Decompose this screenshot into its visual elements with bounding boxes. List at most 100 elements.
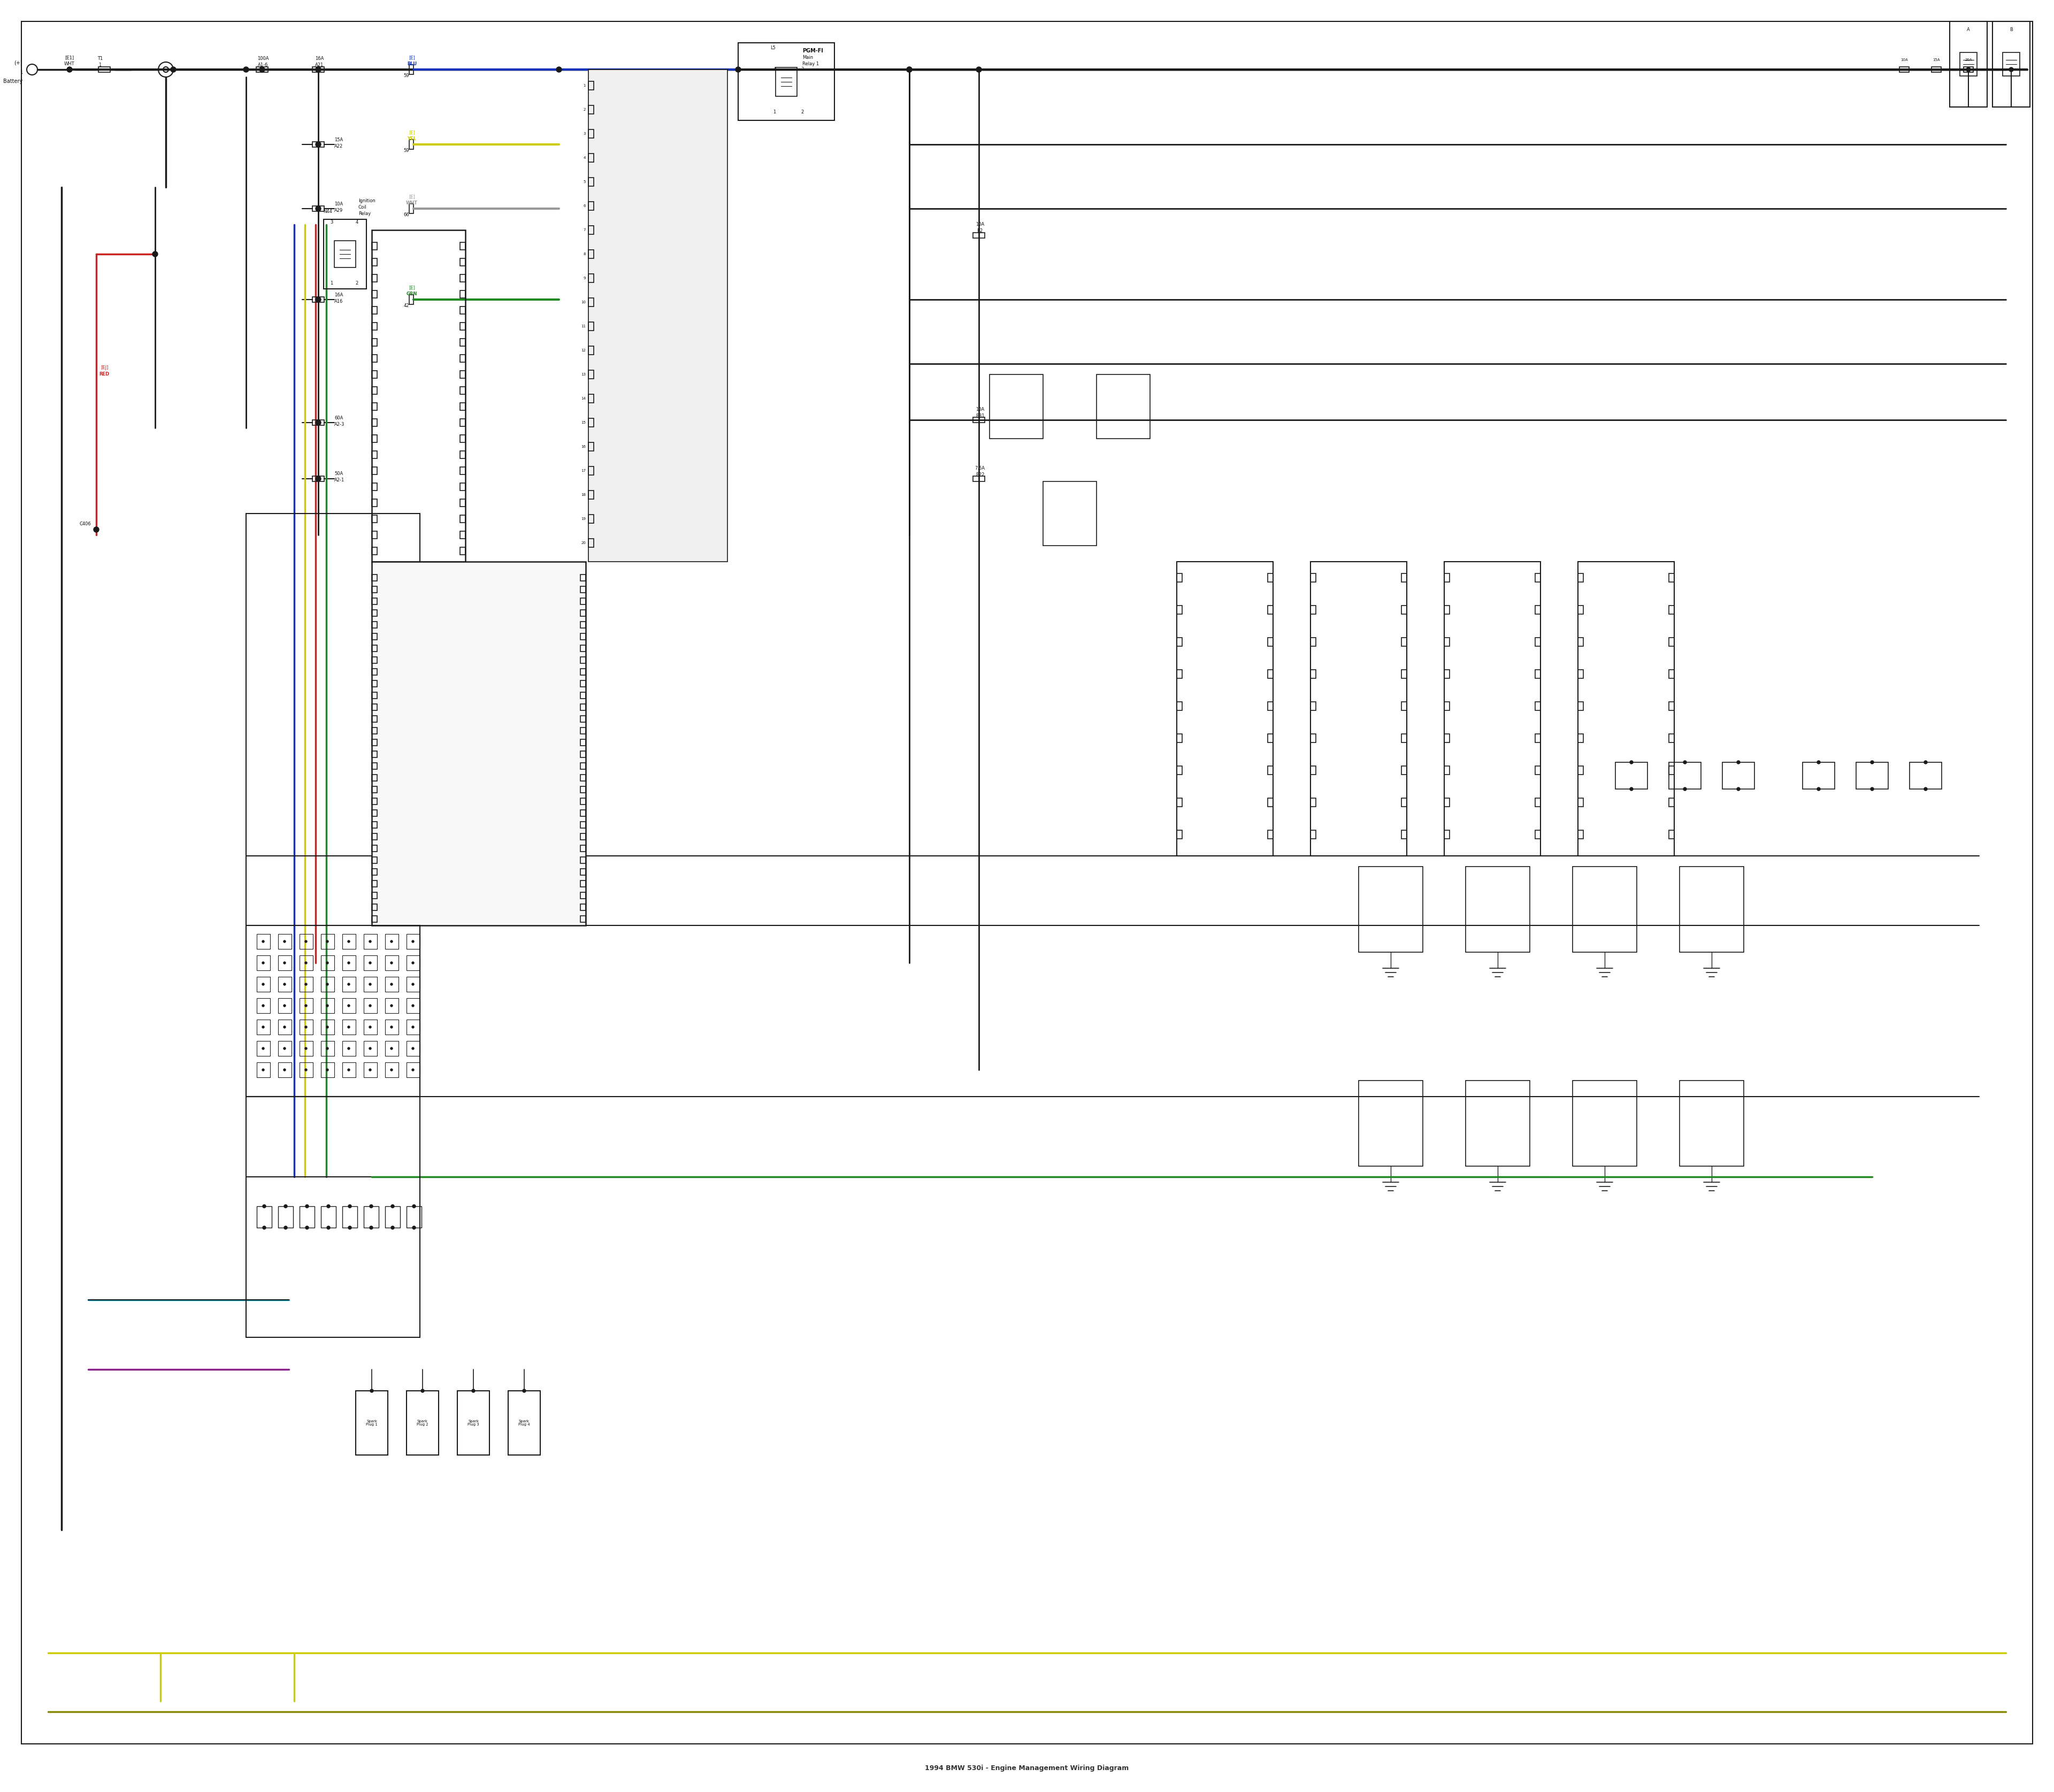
Bar: [372, 468, 378, 475]
Bar: [1992, 22, 2029, 108]
Circle shape: [327, 1005, 329, 1007]
Bar: [587, 202, 594, 210]
Bar: [1444, 797, 1450, 806]
Bar: [372, 575, 378, 581]
Bar: [581, 916, 585, 923]
Bar: [1467, 1081, 1530, 1167]
Bar: [372, 903, 378, 910]
Bar: [1097, 375, 1150, 439]
Text: Spark
Plug 2: Spark Plug 2: [417, 1419, 429, 1426]
Text: 1: 1: [21, 70, 23, 75]
Circle shape: [390, 984, 392, 986]
Text: C406: C406: [80, 521, 90, 527]
Bar: [372, 823, 378, 828]
Bar: [1857, 762, 1888, 788]
Bar: [409, 204, 413, 213]
Bar: [1668, 638, 1674, 647]
Text: Battery: Battery: [2, 79, 23, 84]
Text: A: A: [1968, 27, 1970, 32]
Bar: [372, 290, 378, 297]
Circle shape: [370, 941, 372, 943]
Circle shape: [316, 66, 320, 72]
Circle shape: [1738, 787, 1740, 790]
Bar: [1177, 638, 1183, 647]
Circle shape: [413, 1005, 415, 1007]
Bar: [1668, 573, 1674, 582]
Text: Main: Main: [803, 56, 813, 61]
Bar: [1577, 573, 1584, 582]
Bar: [460, 355, 466, 362]
Bar: [1401, 670, 1407, 679]
Bar: [1267, 702, 1273, 710]
Bar: [372, 797, 378, 805]
Bar: [737, 43, 834, 120]
Bar: [372, 586, 378, 593]
Bar: [300, 934, 312, 950]
Text: 15A: 15A: [335, 138, 343, 142]
Bar: [1444, 735, 1450, 742]
Bar: [372, 530, 378, 539]
Bar: [1444, 606, 1450, 615]
Text: 1: 1: [331, 281, 333, 287]
Bar: [1310, 765, 1317, 774]
Circle shape: [1871, 760, 1873, 763]
Bar: [581, 810, 585, 817]
Bar: [300, 1020, 312, 1034]
Circle shape: [370, 1047, 372, 1050]
Text: [E1]: [E1]: [66, 56, 74, 61]
Bar: [1577, 606, 1584, 615]
Text: 8: 8: [583, 253, 585, 256]
Bar: [1668, 735, 1674, 742]
Bar: [343, 1206, 357, 1228]
Bar: [257, 934, 271, 950]
Circle shape: [283, 1204, 288, 1208]
Bar: [1960, 52, 1976, 75]
Bar: [372, 692, 378, 699]
Bar: [1668, 830, 1674, 839]
Bar: [364, 1020, 378, 1034]
Text: T1: T1: [97, 56, 103, 61]
Bar: [246, 925, 419, 1097]
Bar: [1177, 830, 1183, 839]
Circle shape: [263, 1005, 265, 1007]
Bar: [587, 81, 594, 90]
Bar: [372, 645, 378, 652]
Bar: [407, 977, 419, 991]
Bar: [1401, 606, 1407, 615]
Bar: [372, 561, 585, 925]
Circle shape: [347, 984, 349, 986]
Circle shape: [2009, 68, 2013, 72]
Bar: [587, 371, 594, 378]
Text: 19: 19: [581, 518, 585, 520]
Bar: [1668, 762, 1701, 788]
Circle shape: [1738, 760, 1740, 763]
Bar: [1267, 573, 1273, 582]
Bar: [460, 323, 466, 330]
Bar: [300, 1206, 314, 1228]
Text: 4: 4: [355, 220, 357, 224]
Bar: [1177, 797, 1183, 806]
Bar: [409, 140, 413, 149]
Text: [EJ]: [EJ]: [101, 366, 109, 371]
Circle shape: [94, 527, 99, 532]
Circle shape: [283, 1005, 286, 1007]
Circle shape: [263, 962, 265, 964]
Bar: [581, 645, 585, 652]
Bar: [587, 297, 594, 306]
Bar: [277, 1041, 292, 1055]
Text: 2: 2: [583, 108, 585, 111]
Bar: [581, 740, 585, 745]
Bar: [372, 452, 378, 459]
Bar: [386, 955, 398, 969]
Bar: [372, 622, 378, 627]
Bar: [372, 419, 378, 426]
Circle shape: [557, 66, 561, 72]
Bar: [581, 797, 585, 805]
Bar: [587, 129, 594, 138]
Bar: [1177, 702, 1183, 710]
Bar: [1310, 670, 1317, 679]
Bar: [1444, 702, 1450, 710]
Bar: [257, 998, 271, 1012]
Bar: [1310, 830, 1317, 839]
Text: A21: A21: [314, 63, 325, 66]
